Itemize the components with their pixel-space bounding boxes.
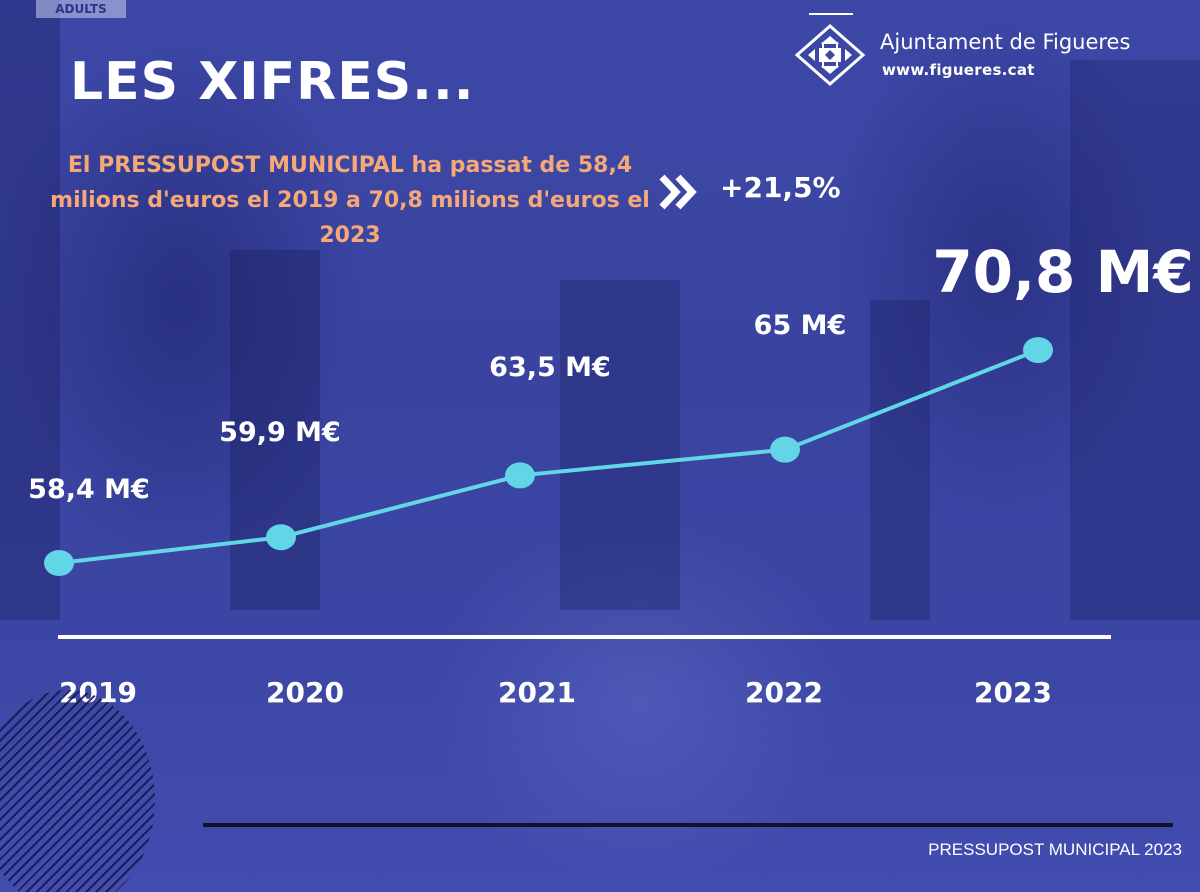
- decorative-hatch-pattern: [0, 690, 155, 892]
- background-building: [870, 300, 930, 620]
- data-label-2019: 58,4 M€: [28, 474, 150, 505]
- x-tick-label-2021: 2021: [498, 676, 576, 709]
- footer-caption: PRESSUPOST MUNICIPAL 2023: [928, 840, 1182, 859]
- background-building: [230, 250, 320, 610]
- organization-name: Ajuntament de Figueres: [880, 30, 1131, 54]
- background-building: [1070, 60, 1200, 620]
- data-point-2023: [1023, 337, 1053, 364]
- background-building: [0, 0, 60, 620]
- data-point-2022: [770, 436, 800, 463]
- subtitle: El PRESSUPOST MUNICIPAL ha passat de 58,…: [50, 153, 650, 248]
- background-shop-sign: ADULTS: [36, 0, 126, 18]
- background-building: [560, 280, 680, 610]
- data-label-2021: 63,5 M€: [489, 352, 611, 383]
- data-label-2023: 70,8 M€: [932, 238, 1194, 306]
- page-title: LES XIFRES...: [70, 52, 475, 112]
- data-point-2020: [266, 524, 296, 551]
- logo-divider: [809, 13, 853, 15]
- organization-url: www.figueres.cat: [882, 61, 1035, 79]
- data-point-2019: [44, 550, 74, 576]
- growth-percentage: +21,5%: [720, 171, 841, 204]
- figueres-shield-icon: [794, 24, 866, 86]
- data-label-2022: 65 M€: [753, 310, 847, 341]
- data-point-2021: [505, 462, 535, 489]
- x-tick-label-2023: 2023: [974, 676, 1052, 709]
- data-label-2020: 59,9 M€: [219, 417, 341, 448]
- x-tick-label-2022: 2022: [745, 676, 823, 709]
- x-tick-label-2020: 2020: [266, 676, 344, 709]
- footer-divider: [203, 823, 1173, 827]
- chevron-double-right-icon: [659, 174, 697, 210]
